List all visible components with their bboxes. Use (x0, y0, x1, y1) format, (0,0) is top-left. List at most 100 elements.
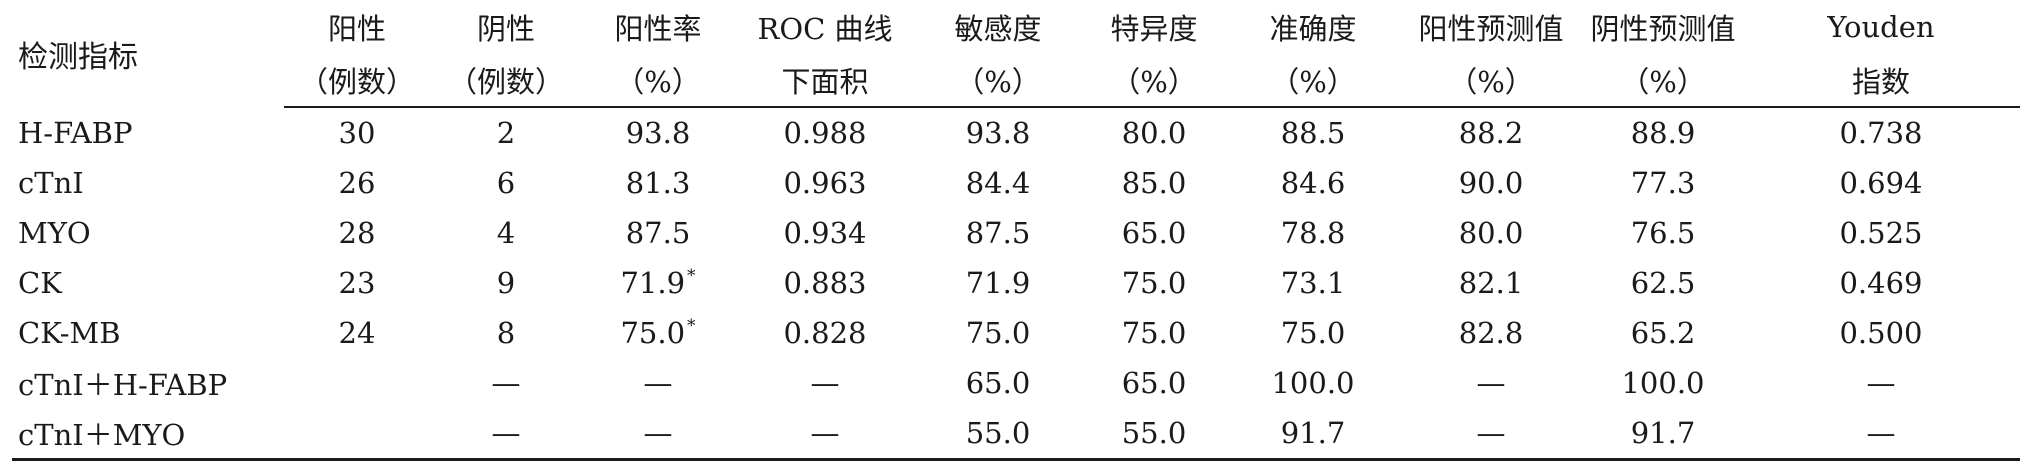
table-cell: 75.0 (1228, 308, 1398, 358)
table-row: H-FABP 30 2 93.8 0.988 93.8 80.0 88.5 88.2 88.9 0.… (12, 107, 2020, 158)
cell-value: 24 (338, 316, 376, 350)
cell-value: 65.0 (965, 366, 1031, 400)
table-cell: 88.9 (1584, 107, 1742, 158)
table-cell: 73.1 (1228, 258, 1398, 308)
table-row: cTnI 26 6 81.3 0.963 84.4 85.0 84.6 90.0 77.3 0.69… (12, 158, 2020, 208)
cell-value: 55.0 (965, 416, 1031, 450)
cell-value: — (491, 366, 521, 400)
header-unit-cell: （%） (1228, 54, 1398, 108)
cell-value: 88.2 (1458, 116, 1524, 150)
table-cell: 62.5 (1584, 258, 1742, 308)
cell-value: — (643, 416, 673, 450)
cell-value: 0.525 (1839, 216, 1923, 250)
header-cell: ROC 曲线 (757, 12, 893, 46)
table-cell: 75.0 (1080, 258, 1228, 308)
cell-value: 93.8 (625, 116, 691, 150)
table-cell: 88.5 (1228, 107, 1398, 158)
cell-value: 76.5 (1630, 216, 1696, 250)
table-cell: 90.0 (1398, 158, 1584, 208)
header-cell: 敏感度 (954, 12, 1042, 46)
cell-value: 75.0 (1280, 316, 1346, 350)
table-cell: — (1742, 358, 2020, 408)
header-cell: 阴性预测值 (1590, 12, 1736, 46)
cell-value: 84.6 (1280, 166, 1346, 200)
table-cell: 24 (284, 308, 430, 358)
header-cell: 阳性 (327, 12, 386, 46)
header-unit-cell: （例数） (284, 54, 430, 108)
header-unit-cell: （%） (582, 54, 734, 108)
results-table: 检测指标 阳性 阴性 阳性率 ROC 曲线 敏感度 特异度 准确度 阳性预测值 … (12, 0, 2020, 461)
cell-value: 2 (496, 116, 516, 150)
header-unit-cell: （例数） (430, 54, 582, 108)
significance-mark: * (687, 266, 696, 286)
header-cell: 阴性 (476, 12, 535, 46)
table-row: cTnI＋MYO — — — 55.0 55.0 91.7 — 91.7 — (12, 408, 2020, 461)
table-row: MYO 28 4 87.5 0.934 87.5 65.0 78.8 80.0 76.5 0.525 (12, 208, 2020, 258)
cell-value: 0.988 (783, 116, 867, 150)
cell-value: 23 (338, 266, 376, 300)
cell-value: 75.0 (1121, 266, 1187, 300)
cell-value: 100.0 (1271, 366, 1355, 400)
cell-value: 84.4 (965, 166, 1031, 200)
cell-value: 30 (338, 116, 376, 150)
row-indicator-name: MYO (18, 216, 91, 250)
table-cell: 80.0 (1398, 208, 1584, 258)
row-indicator-name: cTnI＋MYO (12, 408, 284, 461)
cell-value: 87.5 (625, 216, 691, 250)
table-cell (284, 408, 430, 461)
table-cell: 0.500 (1742, 308, 2020, 358)
table-cell: 77.3 (1584, 158, 1742, 208)
significance-mark: * (687, 316, 696, 336)
row-indicator-name: CK-MB (18, 316, 121, 350)
table-cell: 65.0 (916, 358, 1080, 408)
header-unit-cell: （%） (1584, 54, 1742, 108)
cell-value: 82.1 (1458, 266, 1524, 300)
table-cell: 82.1 (1398, 258, 1584, 308)
table-cell: 82.8 (1398, 308, 1584, 358)
table-cell: 93.8 (582, 107, 734, 158)
cell-value: 0.469 (1839, 266, 1923, 300)
cell-value: 81.3 (625, 166, 691, 200)
cell-value: 91.7 (1280, 416, 1346, 450)
cell-value: — (1476, 366, 1506, 400)
table-cell: 80.0 (1080, 107, 1228, 158)
table-cell: 0.934 (734, 208, 916, 258)
table-cell: 65.2 (1584, 308, 1742, 358)
table-cell: — (430, 408, 582, 461)
table-cell: 2 (430, 107, 582, 158)
table-cell: 100.0 (1584, 358, 1742, 408)
cell-value: 65.0 (1121, 216, 1187, 250)
cell-value: 71.9 (620, 266, 686, 300)
table-cell: 0.988 (734, 107, 916, 158)
table-row: CK-MB 24 8 75.0 * 0.828 75.0 75.0 75.0 82.8 65.2 0.… (12, 308, 2020, 358)
table-cell: 55.0 (1080, 408, 1228, 461)
cell-value: 77.3 (1630, 166, 1696, 200)
cell-value: 100.0 (1621, 366, 1705, 400)
table-cell: 75.0 (1080, 308, 1228, 358)
row-indicator-name: H-FABP (18, 115, 133, 150)
table-cell: — (1742, 408, 2020, 461)
table-cell: 65.0 (1080, 208, 1228, 258)
cell-value: — (810, 366, 840, 400)
table-cell: 65.0 (1080, 358, 1228, 408)
row-indicator-name: cTnI＋H-FABP (18, 368, 228, 402)
cell-value: 80.0 (1458, 216, 1524, 250)
cell-value: 65.0 (1121, 366, 1187, 400)
cell-value: 75.0 (1121, 316, 1187, 350)
cell-value: 0.694 (1839, 166, 1923, 200)
table-cell: 78.8 (1228, 208, 1398, 258)
cell-value: — (1476, 416, 1506, 450)
table-cell: 28 (284, 208, 430, 258)
cell-value: — (1866, 366, 1896, 400)
table-cell: 91.7 (1584, 408, 1742, 461)
table-cell: 75.0 (916, 308, 1080, 358)
cell-value: 0.934 (783, 216, 867, 250)
table-cell: 75.0 * (582, 308, 734, 358)
table-cell: — (582, 408, 734, 461)
header-indicator: 检测指标 (18, 39, 138, 75)
table-cell: 55.0 (916, 408, 1080, 461)
table-cell: 0.828 (734, 308, 916, 358)
table-cell: 91.7 (1228, 408, 1398, 461)
cell-value: 0.738 (1839, 116, 1923, 150)
header-cell: 阳性预测值 (1418, 12, 1564, 46)
